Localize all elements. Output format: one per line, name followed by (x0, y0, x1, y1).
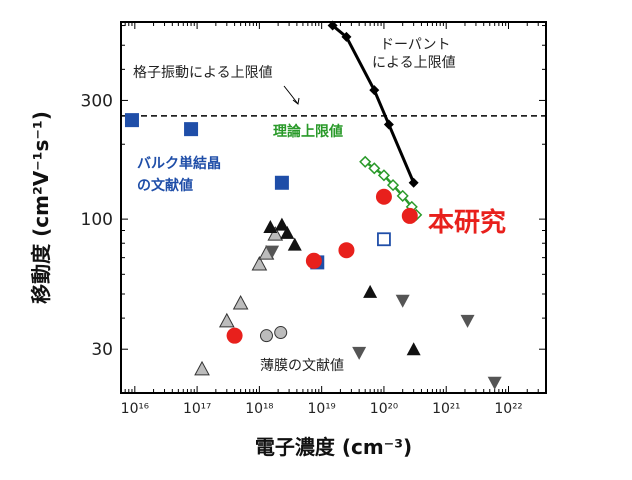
lattice-arrow-head (292, 97, 300, 105)
lattice-limit-label: 格子振動による上限値 (133, 65, 273, 81)
film-circle-point (259, 329, 273, 343)
x-tick-label: 10²¹ (432, 401, 460, 417)
y-tick-label: 100 (81, 210, 113, 230)
black-triangle-point (274, 217, 289, 231)
x-tick-exponent: ²⁰ (388, 402, 398, 417)
film-triangle-point (218, 312, 235, 328)
film-circle-point (274, 326, 288, 340)
x-tick-label: 10¹⁷ (183, 401, 211, 417)
this-work-point (401, 207, 418, 224)
dopant-label-line2: による上限値 (372, 55, 456, 71)
series-inverted-triangle (265, 245, 502, 390)
series-gray-circle (259, 326, 288, 343)
x-tick-base: 10 (183, 401, 201, 417)
y-tick-label: 30 (91, 340, 113, 360)
film-label: 薄膜の文献値 (260, 358, 344, 374)
theory-limit-point (396, 189, 409, 202)
x-tick-exponent: ²¹ (450, 402, 460, 417)
inverted-triangle-point (460, 314, 475, 328)
this-work-point (305, 252, 322, 269)
bulk-square-point (274, 175, 289, 190)
black-triangle-point (363, 284, 378, 298)
x-tick-label: 10¹⁸ (245, 401, 273, 417)
open-square-point (377, 232, 391, 247)
series-black-triangle (263, 217, 421, 356)
inverted-triangle-point (487, 376, 502, 390)
bulk-square-point (184, 122, 199, 137)
inverted-triangle-point (395, 294, 410, 308)
theory-limit-point (377, 169, 391, 182)
theory-label: 理論上限値 (273, 123, 343, 140)
series-filled-square (124, 113, 325, 270)
theory-limit-point (359, 155, 372, 168)
theory-limit-point (386, 179, 400, 192)
series-filled-circle (226, 188, 418, 344)
x-tick-label: 10²⁰ (370, 401, 398, 417)
dopant-limit-point (327, 20, 338, 31)
this-work-point (338, 242, 355, 259)
x-tick-base: 10 (494, 401, 512, 417)
x-tick-base: 10 (370, 401, 388, 417)
bulk-square-point (124, 113, 139, 128)
film-triangle-point (251, 255, 268, 271)
series-gray-triangle (194, 226, 284, 376)
x-tick-exponent: ²² (512, 402, 522, 417)
y-tick-label: 300 (81, 91, 113, 111)
series-layer (121, 20, 546, 390)
x-tick-label: 10¹⁶ (121, 401, 149, 417)
x-tick-base: 10 (308, 401, 326, 417)
x-tick-base: 10 (432, 401, 450, 417)
black-triangle-point (287, 237, 302, 251)
black-triangle-point (263, 219, 278, 233)
dopant-limit-point (369, 85, 380, 96)
dopant-limit-point (408, 177, 419, 188)
dopant-limit-point (341, 31, 352, 42)
theory-limit-point (368, 162, 381, 175)
series-open-square (377, 232, 391, 247)
x-tick-exponent: ¹⁸ (263, 402, 273, 417)
x-tick-base: 10 (121, 401, 139, 417)
x-tick-exponent: ¹⁷ (201, 402, 211, 417)
dopant-limit-point (383, 119, 394, 130)
dopant-label-line1: ドーパント (380, 37, 451, 53)
bulk-label-line1: バルク単結晶 (137, 155, 221, 172)
inverted-triangle-point (352, 346, 367, 360)
series-line-diamond (327, 20, 419, 188)
x-tick-base: 10 (245, 401, 263, 417)
this-work-point (226, 327, 243, 344)
x-tick-exponent: ¹⁹ (325, 402, 335, 417)
y-axis-title: 移動度 (cm²V⁻¹s⁻¹) (29, 111, 53, 304)
black-triangle-point (280, 225, 295, 239)
this-work-point (375, 188, 392, 205)
film-triangle-point (232, 294, 249, 310)
x-axis-title: 電子濃度 (cm⁻³) (255, 435, 412, 459)
this-work-label: 本研究 (428, 207, 506, 238)
film-triangle-point (267, 226, 284, 241)
x-tick-label: 10²² (494, 401, 522, 417)
x-tick-label: 10¹⁹ (308, 401, 336, 417)
label-layer: 電子濃度 (cm⁻³) 移動度 (cm²V⁻¹s⁻¹) 格子振動による上限値 ドーパン… (29, 37, 506, 459)
series-line-open-diamond (359, 155, 423, 221)
x-tick-exponent: ¹⁶ (139, 402, 149, 417)
bulk-label-line2: の文献値 (137, 177, 193, 194)
lattice-arrow (283, 85, 299, 105)
black-triangle-point (406, 342, 421, 356)
inverted-triangle-point (265, 245, 280, 259)
film-triangle-point (194, 360, 210, 376)
